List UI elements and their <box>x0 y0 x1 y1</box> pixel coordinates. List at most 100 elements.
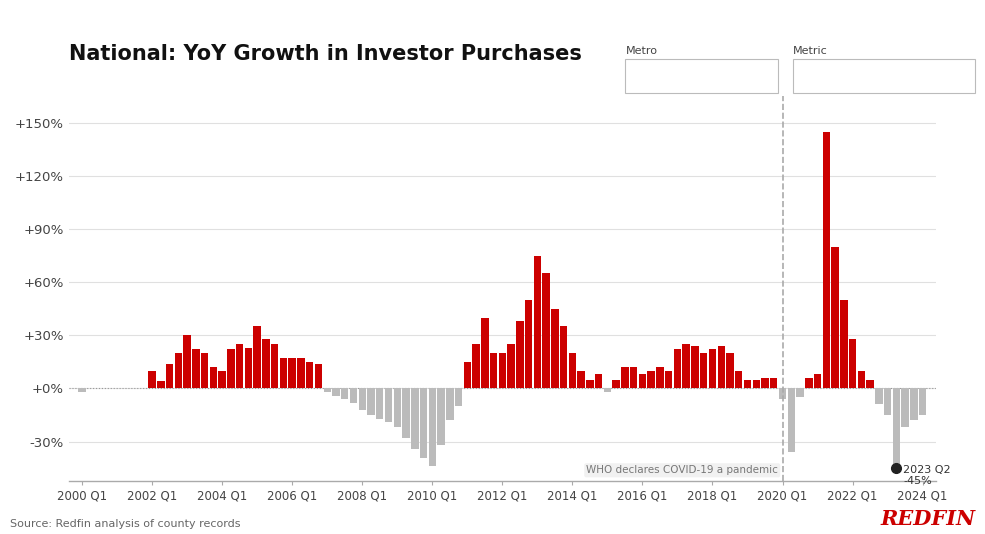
Text: National: National <box>633 76 680 87</box>
Bar <box>516 321 524 388</box>
Bar <box>420 388 427 458</box>
Bar <box>165 364 173 388</box>
Bar <box>796 388 804 397</box>
Bar <box>543 273 550 388</box>
Bar <box>210 367 217 388</box>
Bar <box>402 388 410 438</box>
Bar <box>158 381 164 388</box>
Bar <box>289 358 295 388</box>
Bar <box>174 353 182 388</box>
Bar <box>297 358 304 388</box>
Bar <box>814 374 821 388</box>
Bar <box>253 326 261 388</box>
Bar <box>376 388 383 419</box>
Text: YoY Growth in Investor Purchas...: YoY Growth in Investor Purchas... <box>801 77 950 86</box>
Text: REDFIN: REDFIN <box>880 509 975 529</box>
Bar <box>498 353 506 388</box>
Bar <box>647 371 655 388</box>
Bar <box>709 349 716 388</box>
Bar <box>595 374 603 388</box>
Bar <box>577 371 585 388</box>
Bar <box>244 348 252 388</box>
Bar <box>490 353 497 388</box>
Text: Source: Redfin analysis of county records: Source: Redfin analysis of county record… <box>10 519 240 529</box>
Bar <box>359 388 366 410</box>
Bar <box>683 344 689 388</box>
Bar <box>323 388 331 392</box>
Text: 2023 Q2
-45%: 2023 Q2 -45% <box>903 465 951 486</box>
Bar <box>919 388 926 415</box>
Bar <box>367 388 374 415</box>
Bar <box>236 344 243 388</box>
Bar <box>534 256 541 388</box>
Bar <box>761 378 768 388</box>
Bar <box>892 388 900 468</box>
Bar <box>219 371 226 388</box>
Bar <box>674 349 682 388</box>
Bar <box>735 371 743 388</box>
Bar <box>849 339 856 388</box>
Bar <box>840 300 847 388</box>
Bar <box>691 346 698 388</box>
Bar <box>622 367 628 388</box>
Bar <box>656 367 664 388</box>
Bar <box>306 362 313 388</box>
Text: Metro: Metro <box>625 46 657 56</box>
Bar <box>638 374 646 388</box>
Bar <box>280 358 288 388</box>
Bar <box>481 318 489 388</box>
Bar <box>726 353 734 388</box>
Bar <box>822 131 830 388</box>
Bar <box>744 380 752 388</box>
Bar <box>867 380 874 388</box>
Bar <box>788 388 795 452</box>
Bar <box>630 367 637 388</box>
Bar <box>455 388 462 406</box>
Bar <box>901 388 909 427</box>
Bar <box>858 371 865 388</box>
Bar <box>717 346 725 388</box>
Bar <box>385 388 392 422</box>
Text: ▼: ▼ <box>960 77 967 86</box>
Bar <box>192 349 200 388</box>
Bar <box>262 339 270 388</box>
Bar <box>884 388 891 415</box>
Bar <box>753 380 760 388</box>
Bar <box>473 344 480 388</box>
Bar <box>552 309 558 388</box>
Bar <box>315 364 322 388</box>
Bar <box>875 388 883 404</box>
Bar <box>910 388 918 420</box>
Bar <box>79 388 86 392</box>
Bar <box>525 300 532 388</box>
Bar <box>613 380 620 388</box>
Bar <box>568 353 576 388</box>
Text: Metric: Metric <box>793 46 827 56</box>
Bar <box>394 388 401 427</box>
Bar <box>604 388 611 392</box>
Bar <box>779 388 786 399</box>
Bar <box>770 378 777 388</box>
Bar <box>437 388 445 445</box>
Bar <box>586 380 594 388</box>
Bar <box>201 353 209 388</box>
Text: WHO declares COVID-19 a pandemic: WHO declares COVID-19 a pandemic <box>586 465 778 475</box>
Bar <box>411 388 419 449</box>
Bar <box>350 388 358 403</box>
Bar <box>149 371 156 388</box>
Bar <box>428 388 436 466</box>
Bar <box>228 349 234 388</box>
Bar <box>341 388 349 399</box>
Bar <box>831 247 839 388</box>
Bar <box>805 378 813 388</box>
Bar <box>271 344 279 388</box>
Bar <box>507 344 515 388</box>
Bar <box>700 353 707 388</box>
Bar <box>183 335 191 388</box>
Bar <box>559 326 567 388</box>
Bar <box>332 388 340 396</box>
Text: ▼: ▼ <box>771 77 778 86</box>
Text: National: YoY Growth in Investor Purchases: National: YoY Growth in Investor Purchas… <box>69 44 582 64</box>
Bar <box>464 362 471 388</box>
Bar <box>665 371 673 388</box>
